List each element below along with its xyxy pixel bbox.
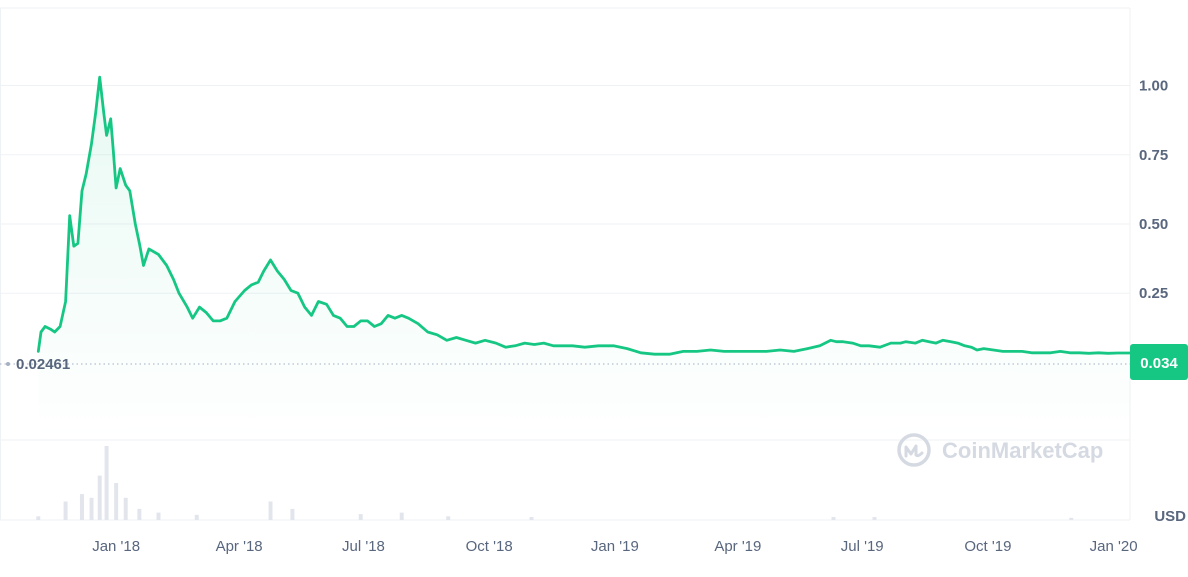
volume-bar [79,494,84,520]
x-tick-label: Jul '18 [342,538,385,555]
x-tick-label: Apr '19 [714,538,761,555]
x-tick-label: Jan '20 [1090,538,1138,555]
start-price-dot [6,362,10,366]
volume-bar [529,517,534,520]
volume-bars [36,446,1074,520]
current-price-badge-bg [1130,344,1188,380]
volume-bar [1069,517,1074,520]
brand-watermark: CoinMarketCap [897,433,1103,467]
y-tick-label: 1.00 [1139,78,1168,95]
x-tick-label: Jan '18 [92,538,140,555]
y-axis-ticks: 1.00 0.75 0.50 0.25 [1139,78,1168,303]
volume-bar [156,512,161,520]
volume-bar [290,508,295,520]
volume-bar [268,501,273,520]
volume-bar [104,446,109,520]
volume-bar [872,517,877,520]
x-axis-ticks: Jan '18 Apr '18 Jul '18 Oct '18 Jan '19 Apr '… [92,538,1137,555]
volume-bar [36,516,41,520]
volume-bar [63,501,68,520]
x-tick-label: Oct '18 [466,538,513,555]
y-tick-label: 0.75 [1139,147,1168,164]
volume-bar [123,497,128,520]
x-tick-label: Jul '19 [841,538,884,555]
current-price-label: 0.034 [1140,355,1178,372]
volume-bar [446,516,451,520]
coinmarketcap-logo-icon [897,433,931,467]
start-price-label: 0.02461 [16,356,70,373]
volume-bar [194,514,199,520]
price-series-line [36,75,1132,356]
price-area-fill [38,77,1130,440]
x-tick-label: Jan '19 [591,538,639,555]
volume-bar [97,475,102,520]
unit-label: USD [1154,508,1186,525]
volume-bar [399,512,404,520]
y-tick-label: 0.25 [1139,285,1168,302]
volume-bar [831,517,836,520]
start-price-marker: 0.02461 [6,356,70,373]
brand-name: CoinMarketCap [942,438,1103,463]
y-tick-label: 0.50 [1139,216,1168,233]
volume-bar [114,483,119,520]
x-tick-label: Apr '18 [216,538,263,555]
volume-bar [89,497,94,520]
volume-bar [358,514,363,520]
volume-bar [137,508,142,520]
x-tick-label: Oct '19 [964,538,1011,555]
current-price-badge: 0.034 [1130,344,1188,380]
